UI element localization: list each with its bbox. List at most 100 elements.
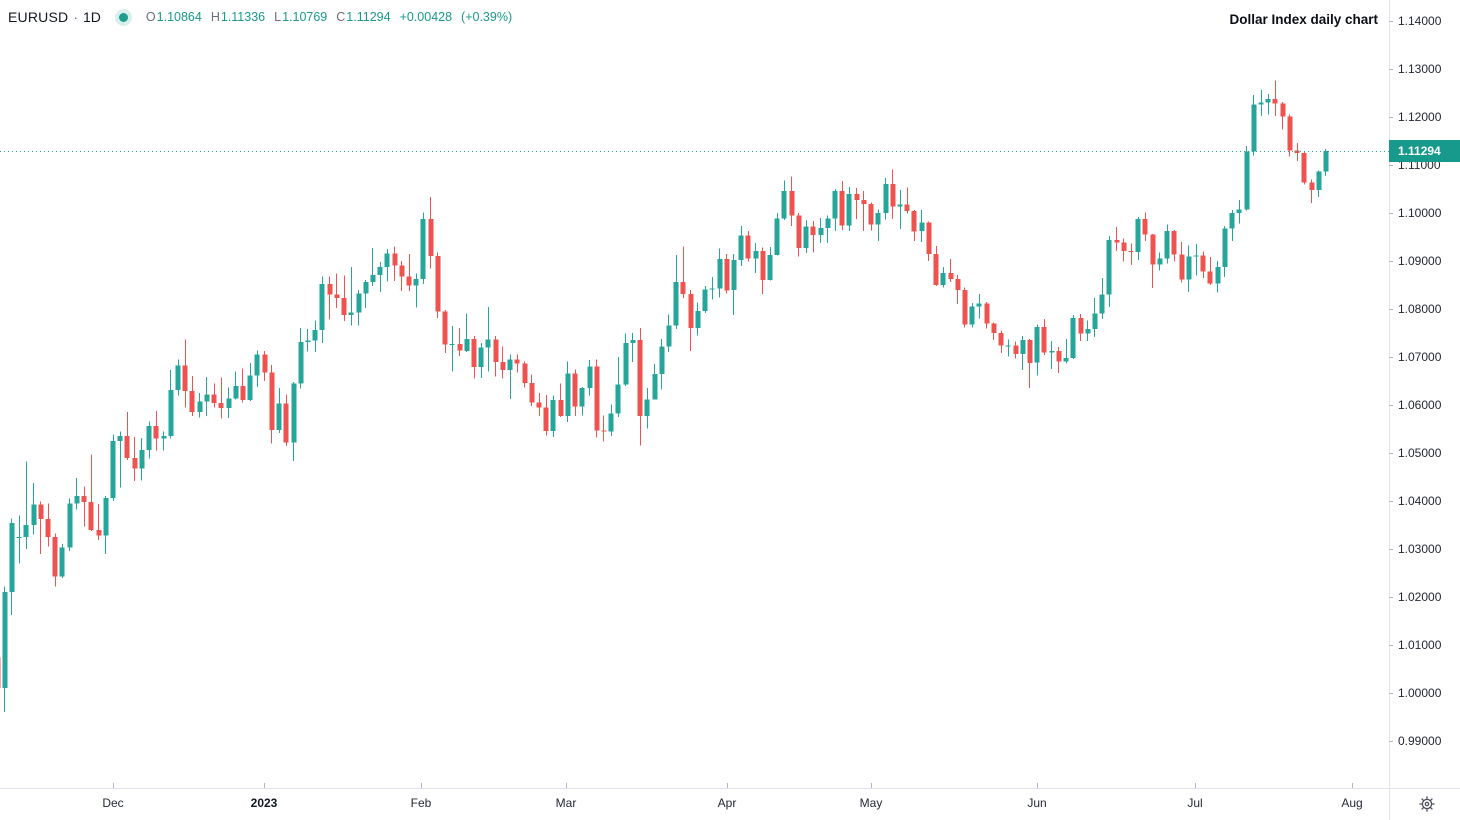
close-label: C <box>336 10 346 24</box>
candle <box>919 210 925 242</box>
candle <box>1294 142 1300 162</box>
candle <box>846 187 852 232</box>
candle <box>998 330 1004 354</box>
candle <box>298 328 304 389</box>
candle <box>146 421 152 459</box>
candle <box>948 259 954 283</box>
time-axis-label: 2023 <box>250 796 278 810</box>
candle <box>1056 346 1062 373</box>
candle <box>1085 320 1091 342</box>
candle <box>262 350 268 381</box>
candle <box>1078 313 1084 342</box>
candle <box>464 313 470 353</box>
candle <box>500 346 506 379</box>
candle <box>88 454 94 531</box>
candle <box>485 307 491 372</box>
candle <box>1251 94 1257 156</box>
candle <box>363 280 369 308</box>
candle <box>579 386 585 416</box>
time-axis-label: Jul <box>1187 796 1203 810</box>
candle <box>23 461 29 549</box>
candle <box>1070 315 1076 359</box>
settings-gear-icon[interactable] <box>1415 792 1439 816</box>
candle <box>637 328 643 446</box>
candle <box>1229 210 1235 241</box>
candle <box>774 213 780 256</box>
candle <box>1142 212 1148 241</box>
candle <box>796 213 802 257</box>
candle <box>695 302 701 336</box>
candle <box>1157 252 1163 271</box>
candle <box>673 255 679 330</box>
candle <box>392 246 398 282</box>
price-axis-label: 0.99000 <box>1398 734 1442 748</box>
candle <box>659 339 665 390</box>
candle <box>341 275 347 321</box>
candle <box>897 190 903 229</box>
candle <box>435 252 441 319</box>
candle <box>825 215 831 243</box>
candle <box>514 354 520 373</box>
chart-annotation: Dollar Index daily chart <box>1229 12 1378 27</box>
high-value: 1.11336 <box>220 10 266 24</box>
candle <box>1135 216 1141 260</box>
time-axis[interactable]: Dec 2023 Feb Mar Apr May Jun Jul Aug <box>0 788 1389 820</box>
candle <box>1316 170 1322 198</box>
candle <box>1099 277 1105 320</box>
candle <box>1265 94 1271 115</box>
candle <box>103 496 109 554</box>
symbol-name[interactable]: EURUSD <box>8 9 69 25</box>
symbol-legend[interactable]: EURUSD · 1D O 1.10864 H 1.11336 L 1.10769 C… <box>8 7 512 27</box>
candle <box>536 393 542 416</box>
candle <box>117 431 123 488</box>
candle <box>442 310 448 354</box>
candle <box>59 544 65 578</box>
candle <box>875 209 881 241</box>
candle <box>110 434 116 501</box>
candle <box>384 249 390 282</box>
candle <box>96 503 102 540</box>
candle <box>1027 338 1033 389</box>
candle <box>587 359 593 396</box>
candle <box>254 350 260 387</box>
candle <box>124 412 130 461</box>
candle <box>709 276 715 300</box>
price-axis-label: 1.03000 <box>1398 542 1442 556</box>
timeframe-label[interactable]: 1D <box>83 9 101 25</box>
candle <box>67 498 73 551</box>
candle <box>356 289 362 326</box>
time-axis-label: Mar <box>555 796 577 810</box>
candle <box>45 503 51 547</box>
candle <box>543 394 549 436</box>
price-axis-label: 1.05000 <box>1398 446 1442 460</box>
candle <box>572 369 578 416</box>
candle <box>630 333 636 362</box>
candle <box>652 364 658 400</box>
candle <box>1150 234 1156 288</box>
candle <box>1164 224 1170 264</box>
candle <box>644 388 650 429</box>
candle <box>38 501 44 554</box>
candle <box>608 404 614 437</box>
candle <box>702 286 708 313</box>
candle <box>240 368 246 403</box>
price-axis-label: 1.04000 <box>1398 494 1442 508</box>
candle <box>594 359 600 438</box>
candle <box>666 314 672 353</box>
plot-area[interactable] <box>0 80 1389 713</box>
candle <box>81 486 87 527</box>
price-axis-label: 1.09000 <box>1398 254 1442 268</box>
candle <box>233 371 239 400</box>
candle <box>717 248 723 298</box>
candle <box>1207 257 1213 285</box>
candle <box>1114 226 1120 251</box>
price-axis-label: 1.08000 <box>1398 302 1442 316</box>
price-axis[interactable]: 1.14000 1.13000 1.12000 1.11000 1.10000 1.090… <box>1389 0 1460 788</box>
candle <box>276 388 282 433</box>
price-axis-label: 1.12000 <box>1398 110 1442 124</box>
close-value: 1.11294 <box>346 10 391 24</box>
candle <box>550 395 556 438</box>
price-axis-label: 1.00000 <box>1398 686 1442 700</box>
candle <box>601 415 607 442</box>
